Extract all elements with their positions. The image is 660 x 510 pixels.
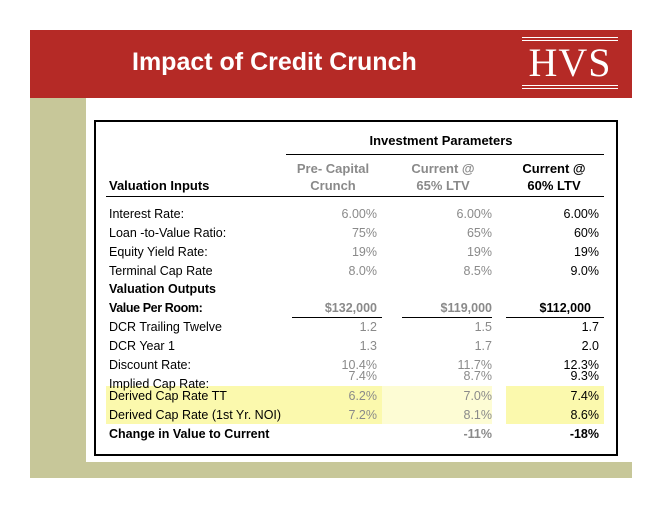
change-value: -18% (569, 427, 599, 441)
valuation-table: Investment Parameters Pre- Capital Crunc… (94, 120, 618, 456)
input-label: Interest Rate: (109, 207, 185, 221)
output-value: 12.3% (563, 358, 599, 372)
input-value: 19% (466, 245, 492, 259)
group-header: Investment Parameters (369, 133, 513, 148)
input-value: 65% (466, 226, 492, 240)
slide-title: Impact of Credit Crunch (132, 48, 417, 76)
col-header-3-line2: 60% LTV (527, 178, 581, 193)
highlight-row-tt-label (106, 386, 290, 405)
output-value: 1.2 (359, 320, 377, 334)
col-header-1-line2: Crunch (310, 178, 356, 193)
outputs-header: Valuation Outputs (109, 282, 216, 296)
change-value: -11% (463, 427, 493, 441)
header-rule (106, 196, 604, 197)
output-value: 8.1% (463, 408, 493, 422)
highlight-row-noi-c3 (506, 405, 604, 424)
output-value: 1.7 (474, 339, 492, 353)
col-header-2-line1: Current @ (411, 161, 475, 176)
output-value: 8.7% (463, 369, 493, 383)
highlight-row-tt-c3 (506, 386, 604, 405)
output-value: $112,000 (539, 301, 591, 315)
highlight-row-noi-c2 (382, 405, 492, 424)
output-value: $132,000 (324, 301, 377, 315)
input-label: Terminal Cap Rate (109, 264, 213, 278)
highlight-row-noi-c1 (290, 405, 382, 424)
col-header-3-line1: Current @ (522, 161, 586, 176)
decorative-band-bottom (30, 462, 632, 478)
row-header: Valuation Inputs (109, 178, 210, 193)
logo-rule-top (522, 37, 618, 38)
input-value: 6.00% (563, 207, 599, 221)
output-value: 7.0% (463, 389, 493, 403)
logo-text: HVS (528, 40, 612, 85)
logo-rule-top-2 (522, 40, 618, 41)
input-label: Loan -to-Value Ratio: (109, 226, 227, 240)
decorative-band-left (30, 98, 86, 478)
output-label: DCR Year 1 (109, 339, 176, 353)
input-value: 19% (351, 245, 377, 259)
input-value: 6.00% (341, 207, 377, 221)
input-value: 75% (351, 226, 377, 240)
output-value: 6.2% (348, 389, 378, 403)
output-value: 1.5 (474, 320, 492, 334)
change-label: Change in Value to Current (109, 427, 270, 441)
logo-rule-bottom (522, 85, 618, 86)
value-rule-3 (506, 317, 604, 318)
header-bar (30, 30, 632, 98)
output-value: 7.4% (348, 369, 378, 383)
output-value: 10.4% (341, 358, 377, 372)
output-value: 1.7 (581, 320, 599, 334)
output-value: 9.3% (570, 369, 600, 383)
input-value: 60% (573, 226, 599, 240)
input-value: 8.0% (348, 264, 378, 278)
output-label: Value Per Room: (109, 301, 203, 315)
output-value: 1.3 (359, 339, 377, 353)
group-header-rule (286, 154, 604, 155)
input-label: Equity Yield Rate: (109, 245, 208, 259)
output-value: 7.2% (348, 408, 378, 422)
input-value: 9.0% (570, 264, 600, 278)
value-rule-2 (402, 317, 492, 318)
output-label: Derived Cap Rate (1st Yr. NOI) (109, 408, 282, 422)
highlight-row-noi-label (106, 405, 290, 424)
output-label: DCR Trailing Twelve (109, 320, 223, 334)
logo-rule-bottom-2 (522, 88, 618, 89)
input-value: 8.5% (463, 264, 493, 278)
output-value: $119,000 (440, 301, 492, 315)
input-value: 19% (573, 245, 599, 259)
col-header-1-line1: Pre- Capital (296, 161, 370, 176)
input-value: 6.00% (456, 207, 492, 221)
output-value: 7.4% (570, 389, 600, 403)
highlight-row-tt-c2 (382, 386, 492, 405)
value-rule-1 (292, 317, 382, 318)
output-label: Discount Rate: (109, 358, 191, 372)
output-value: 2.0 (581, 339, 599, 353)
highlight-row-tt-c1 (290, 386, 382, 405)
col-header-2-line2: 65% LTV (416, 178, 470, 193)
output-value: 11.7% (457, 358, 492, 372)
output-value: 8.6% (570, 408, 600, 422)
output-label: Implied Cap Rate: (109, 377, 210, 391)
hvs-logo: HVS (522, 37, 618, 89)
output-label: Derived Cap Rate TT (109, 389, 227, 403)
